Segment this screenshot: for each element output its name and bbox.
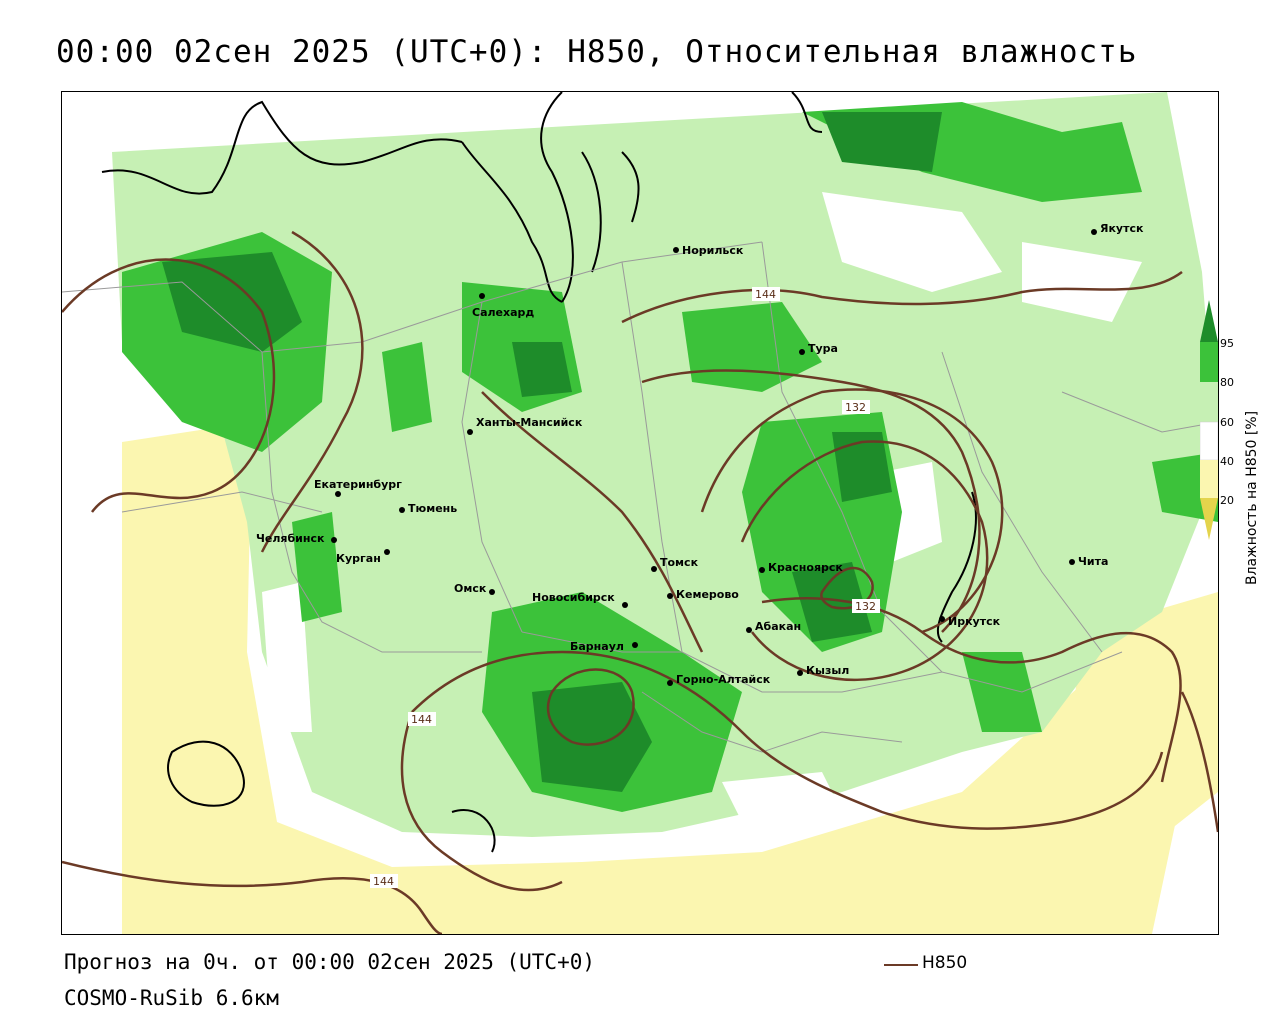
city-dot: [746, 627, 752, 633]
city-dot: [489, 589, 495, 595]
city-label-yekaterinburg: Екатеринбург: [314, 478, 402, 491]
city-label-tura: Тура: [808, 342, 838, 355]
contour-labels: 144 132 132 144 144: [370, 287, 880, 888]
city-label-kemerovo: Кемерово: [676, 588, 739, 601]
map-svg: 144 132 132 144 144 Норильск Якутск Сале…: [62, 92, 1218, 934]
contour-line: [740, 440, 989, 682]
contour-line: [411, 650, 1164, 830]
city-label-kurgan: Курган: [336, 552, 381, 565]
city-dot: [667, 593, 673, 599]
city-dot: [673, 247, 679, 253]
city-dot: [1069, 559, 1075, 565]
city-label-barnaul: Барнаул: [570, 640, 624, 653]
contour-label: 144: [755, 288, 776, 301]
city-label-khanty-mansiysk: Ханты-Мансийск: [476, 416, 583, 429]
legend-label: H850: [922, 953, 968, 973]
city-dot: [799, 349, 805, 355]
city-dot: [651, 566, 657, 572]
model-line: COSMO-RuSib 6.6км: [64, 986, 279, 1010]
city-label-abakan: Абакан: [755, 620, 801, 633]
colorbar-tick: 80: [1220, 376, 1234, 389]
legend-line-swatch: [884, 964, 918, 966]
colorbar-title: Влажность на H850 [%]: [1244, 410, 1260, 585]
contour-line: [1180, 691, 1218, 833]
city-label-irkutsk: Иркутск: [948, 615, 1001, 628]
colorbar: [1199, 300, 1219, 540]
contour-label: 144: [373, 875, 394, 888]
colorbar-40: [1199, 421, 1219, 461]
city-label-norilsk: Норильск: [682, 244, 744, 257]
city-dot: [384, 549, 390, 555]
colorbar-svg: [1199, 300, 1219, 540]
city-label-chelyabinsk: Челябинск: [256, 532, 325, 545]
city-label-tyumen: Тюмень: [408, 502, 457, 515]
contour-line: [62, 860, 443, 934]
contour-line: [481, 391, 704, 653]
colorbar-95: [1200, 300, 1218, 342]
city-dot: [467, 429, 473, 435]
contour-line: [260, 230, 364, 553]
city-dot: [759, 567, 765, 573]
colorbar-tick: 40: [1220, 455, 1234, 468]
city-label-gorno-altaysk: Горно-Алтайск: [676, 673, 771, 686]
colorbar-20: [1200, 460, 1218, 498]
city-dot: [479, 293, 485, 299]
colorbar-tick: 60: [1220, 416, 1234, 429]
city-dot: [667, 680, 673, 686]
contour-line: [621, 270, 1183, 324]
city-label-kyzyl: Кызыл: [806, 664, 849, 677]
colorbar-60: [1200, 382, 1218, 422]
city-label-yakutsk: Якутск: [1100, 222, 1144, 235]
city-dot: [1091, 229, 1097, 235]
city-dot: [622, 602, 628, 608]
city-label-krasnoyarsk: Красноярск: [768, 561, 843, 574]
coastlines: [101, 92, 977, 853]
colorbar-tick: 95: [1220, 337, 1234, 350]
map-area[interactable]: 144 132 132 144 144 Норильск Якутск Сале…: [61, 91, 1219, 935]
contour-label: 144: [411, 713, 432, 726]
city-dot: [797, 670, 803, 676]
page-title: 00:00 02сен 2025 (UTC+0): H850, Относите…: [56, 34, 1138, 70]
city-dot: [335, 491, 341, 497]
city-label-tomsk: Томск: [660, 556, 699, 569]
contour-label: 132: [845, 401, 866, 414]
colorbar-80: [1200, 342, 1218, 382]
contour-line: [641, 369, 981, 633]
city-dot: [399, 507, 405, 513]
contour-line: [400, 711, 563, 892]
contour-line: [546, 668, 635, 746]
colorbar-tick: 20: [1220, 494, 1234, 507]
city-label-salekhard: Салехард: [472, 306, 534, 319]
contour-label: 132: [855, 600, 876, 613]
city-dot: [331, 537, 337, 543]
contour-line: [62, 258, 276, 513]
city-dot: [632, 642, 638, 648]
forecast-line: Прогноз на 0ч. от 00:00 02сен 2025 (UTC+…: [64, 950, 596, 974]
colorbar-0: [1200, 498, 1218, 540]
city-label-omsk: Омск: [454, 582, 487, 595]
humidity-field-80: [122, 102, 1218, 812]
city-dot: [939, 616, 945, 622]
city-markers: Норильск Якутск Салехард Тура Ханты-Манс…: [256, 222, 1144, 686]
city-label-chita: Чита: [1078, 555, 1108, 568]
city-label-novosibirsk: Новосибирск: [532, 591, 615, 604]
